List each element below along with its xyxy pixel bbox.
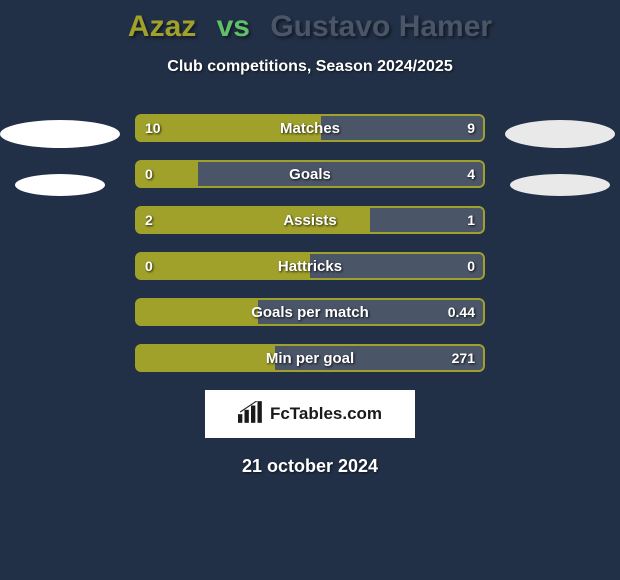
stat-row: Goals per match0.44 bbox=[135, 298, 485, 326]
stat-row: Hattricks0 0 bbox=[135, 252, 485, 280]
player-badge-oval bbox=[0, 120, 120, 148]
stat-value-left: 10 bbox=[145, 114, 161, 142]
stat-row: Goals0 4 bbox=[135, 160, 485, 188]
stat-label: Matches bbox=[135, 114, 485, 142]
stat-value-right: 271 bbox=[452, 344, 475, 372]
comparison-card: Azaz vs Gustavo Hamer Club competitions,… bbox=[0, 0, 620, 580]
player-badge-oval bbox=[15, 174, 105, 196]
player1-name: Azaz bbox=[128, 10, 196, 43]
stat-label: Hattricks bbox=[135, 252, 485, 280]
title-row: Azaz vs Gustavo Hamer bbox=[0, 0, 620, 44]
stat-row: Assists2 1 bbox=[135, 206, 485, 234]
date-label: 21 october 2024 bbox=[0, 456, 620, 477]
vs-label: vs bbox=[217, 10, 250, 43]
subtitle: Club competitions, Season 2024/2025 bbox=[0, 58, 620, 76]
stat-value-right: 1 bbox=[467, 206, 475, 234]
player1-badges bbox=[0, 120, 120, 222]
stat-value-left: 0 bbox=[145, 252, 153, 280]
brand-text: FcTables.com bbox=[270, 404, 382, 424]
player-badge-oval bbox=[510, 174, 610, 196]
stat-value-right: 0.44 bbox=[448, 298, 475, 326]
stat-value-right: 0 bbox=[467, 252, 475, 280]
stats-bars: Matches109Goals04Assists21Hattricks00Goa… bbox=[135, 114, 485, 372]
stat-label: Goals bbox=[135, 160, 485, 188]
stat-value-left: 0 bbox=[145, 160, 153, 188]
player2-name: Gustavo Hamer bbox=[270, 10, 492, 43]
player2-badges bbox=[500, 120, 620, 222]
stat-label: Min per goal bbox=[135, 344, 485, 372]
stat-value-right: 4 bbox=[467, 160, 475, 188]
player-badge-oval bbox=[505, 120, 615, 148]
stat-row: Min per goal271 bbox=[135, 344, 485, 372]
stat-label: Assists bbox=[135, 206, 485, 234]
stat-label: Goals per match bbox=[135, 298, 485, 326]
stat-row: Matches10 9 bbox=[135, 114, 485, 142]
brand-chart-icon bbox=[238, 401, 264, 428]
stat-value-right: 9 bbox=[467, 114, 475, 142]
stat-value-left: 2 bbox=[145, 206, 153, 234]
brand-badge: FcTables.com bbox=[205, 390, 415, 438]
